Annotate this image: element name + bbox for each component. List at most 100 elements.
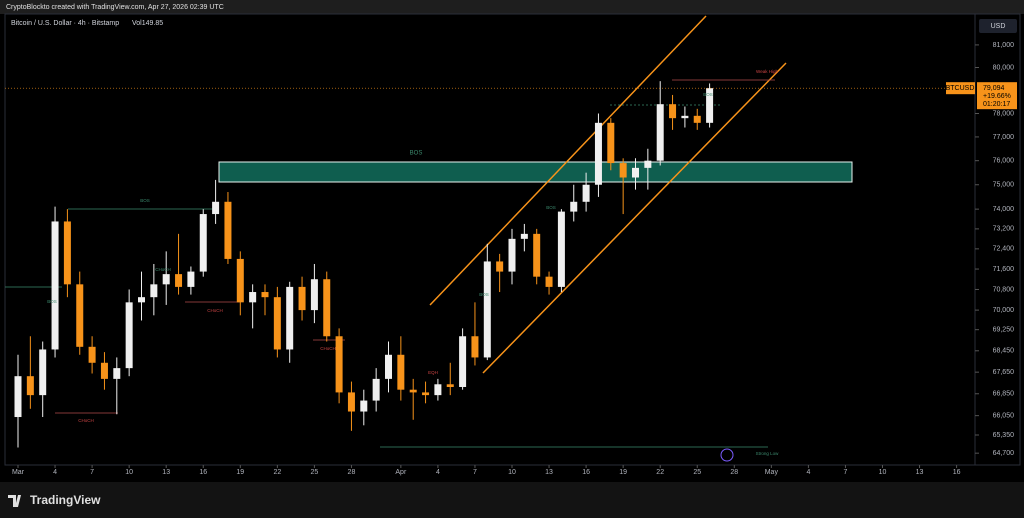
countdown: 01:20:17 — [983, 101, 1010, 108]
candle-body — [286, 286, 294, 350]
candle-body — [483, 261, 491, 358]
x-tick-label: 28 — [730, 469, 738, 476]
x-tick-label: 22 — [273, 469, 281, 476]
candle-body — [545, 276, 553, 287]
x-tick-label: 10 — [125, 469, 133, 476]
candle-body — [594, 122, 602, 185]
candle-body — [459, 336, 467, 387]
last-price-label: 79,094 — [983, 85, 1005, 92]
candle-body — [224, 201, 232, 259]
candle-body — [273, 297, 281, 350]
candle-body — [372, 378, 380, 401]
y-tick-label: 66,850 — [993, 391, 1015, 398]
candle-body — [644, 160, 652, 168]
x-tick-label: 22 — [656, 469, 664, 476]
annotation: BOS — [410, 151, 423, 157]
annotation: CHoCH — [207, 308, 223, 313]
x-tick-label: 4 — [806, 469, 810, 476]
y-tick-label: 76,000 — [993, 158, 1015, 165]
x-tick-label: 16 — [582, 469, 590, 476]
candle-body — [261, 292, 269, 298]
annotation: EQH — [428, 370, 438, 375]
candle-body — [113, 368, 121, 379]
x-tick-label: Mar — [12, 469, 25, 476]
y-tick-label: 70,000 — [993, 307, 1015, 314]
candle-body — [619, 163, 627, 178]
brand-logo — [8, 495, 21, 507]
annotation: Strong Low — [756, 451, 780, 456]
candle-body — [669, 104, 677, 119]
candle-body — [570, 201, 578, 212]
annotation: Weak High — [756, 69, 778, 74]
candle-body — [681, 115, 689, 119]
x-tick-label: 19 — [619, 469, 627, 476]
candle-body — [236, 258, 244, 303]
candle-body — [385, 354, 392, 379]
candle-body — [496, 261, 504, 272]
y-tick-label: 78,000 — [993, 110, 1015, 117]
candle-body — [323, 279, 331, 337]
candle-body — [422, 392, 430, 396]
candle-body — [557, 211, 565, 287]
candle-body — [39, 349, 47, 396]
volume-label: Vol149.85 — [132, 20, 163, 27]
supply-zone — [218, 161, 853, 183]
candle-body — [162, 274, 170, 285]
event-icon — [720, 448, 734, 462]
candle-body — [212, 201, 220, 215]
symbol-tag — [946, 82, 975, 95]
header-bar — [0, 0, 1024, 14]
channel-upper — [429, 15, 707, 306]
candle-body — [582, 184, 590, 202]
annotation: BOS — [479, 292, 489, 297]
y-tick-label: 70,800 — [993, 286, 1015, 293]
candle-body — [347, 392, 355, 412]
x-tick-label: 13 — [545, 469, 553, 476]
y-tick-label: 73,200 — [993, 226, 1015, 233]
candle-body — [199, 214, 207, 272]
candle-body — [693, 115, 701, 123]
y-tick-label: 71,600 — [993, 266, 1015, 273]
x-tick-label: Apr — [395, 469, 407, 476]
candle-body — [63, 221, 71, 285]
x-tick-label: 10 — [879, 469, 887, 476]
change-label: +19.66% — [983, 93, 1011, 100]
x-tick-label: 28 — [348, 469, 356, 476]
footer-bar — [0, 482, 1024, 518]
y-tick-label: 67,650 — [993, 369, 1015, 376]
candle-body — [51, 221, 59, 350]
x-tick-label: 4 — [53, 469, 57, 476]
y-tick-label: 66,050 — [993, 412, 1015, 419]
candle-body — [656, 104, 664, 161]
x-tick-label: 7 — [843, 469, 847, 476]
candle-body — [533, 233, 541, 277]
candle-body — [508, 238, 516, 272]
candle-body — [150, 284, 158, 298]
candle-body — [76, 284, 84, 347]
candle-body — [397, 354, 405, 390]
candle-body — [138, 297, 145, 303]
candle-body — [249, 292, 257, 303]
y-tick-label: 72,400 — [993, 246, 1015, 253]
price-tag — [977, 82, 1017, 110]
candle-body — [632, 167, 639, 178]
candle-body — [471, 336, 479, 358]
x-tick-label: 7 — [90, 469, 94, 476]
x-tick-label: May — [765, 469, 779, 476]
y-tick-label: 65,350 — [993, 432, 1015, 439]
annotation: BOS — [47, 299, 57, 304]
brand: TradingView — [30, 493, 101, 507]
y-tick-label: 64,700 — [993, 450, 1015, 457]
x-tick-label: 13 — [916, 469, 924, 476]
candle-body — [607, 122, 615, 164]
y-tick-label: 75,000 — [993, 182, 1015, 189]
annotation: CHoCH — [320, 346, 336, 351]
currency-box — [979, 19, 1017, 33]
candle-body — [335, 336, 343, 393]
annotation: CHoCH — [78, 418, 94, 423]
chart-title: Bitcoin / U.S. Dollar · 4h · Bitstamp — [11, 20, 119, 27]
x-tick-label: 13 — [162, 469, 170, 476]
candle-body — [520, 233, 528, 239]
